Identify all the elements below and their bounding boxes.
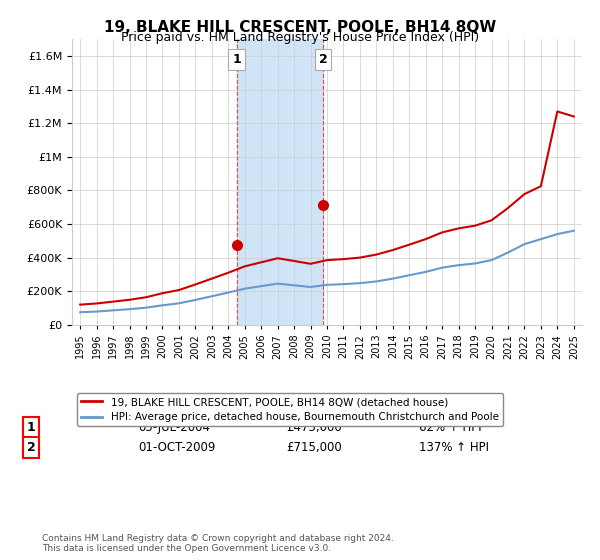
- Bar: [236, 39, 323, 325]
- Text: Contains HM Land Registry data © Crown copyright and database right 2024.
This d: Contains HM Land Registry data © Crown c…: [42, 534, 394, 553]
- Text: 137% ↑ HPI: 137% ↑ HPI: [419, 441, 489, 454]
- Text: £715,000: £715,000: [286, 441, 342, 454]
- Text: 05-JUL-2004: 05-JUL-2004: [139, 421, 211, 434]
- Text: 1: 1: [27, 421, 35, 434]
- Text: 62% ↑ HPI: 62% ↑ HPI: [419, 421, 481, 434]
- Text: Price paid vs. HM Land Registry's House Price Index (HPI): Price paid vs. HM Land Registry's House …: [121, 31, 479, 44]
- Text: £475,000: £475,000: [286, 421, 342, 434]
- Text: 01-OCT-2009: 01-OCT-2009: [139, 441, 215, 454]
- Legend: 19, BLAKE HILL CRESCENT, POOLE, BH14 8QW (detached house), HPI: Average price, d: 19, BLAKE HILL CRESCENT, POOLE, BH14 8QW…: [77, 393, 503, 426]
- Text: 1: 1: [232, 53, 241, 66]
- Text: 19, BLAKE HILL CRESCENT, POOLE, BH14 8QW: 19, BLAKE HILL CRESCENT, POOLE, BH14 8QW: [104, 20, 496, 35]
- Text: 2: 2: [27, 441, 35, 454]
- Text: 2: 2: [319, 53, 327, 66]
